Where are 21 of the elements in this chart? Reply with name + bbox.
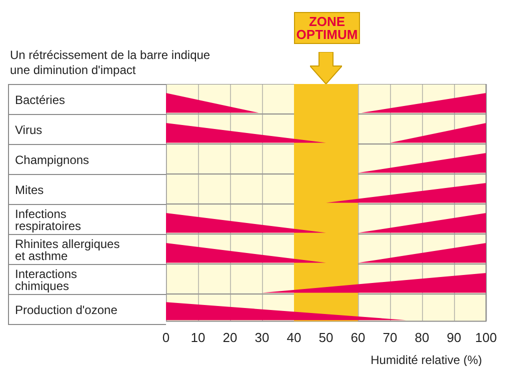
y-axis-title: Infections respiratoires: [15, 206, 82, 232]
x-tick-label: 40: [286, 330, 302, 346]
x-tick-label: 0: [162, 330, 170, 346]
x-tick-label: 60: [350, 330, 366, 346]
x-tick-label: 10: [190, 330, 206, 346]
x-tick-label: 80: [414, 330, 430, 346]
y-axis-title: Champignons: [15, 152, 90, 166]
x-tick-label: 30: [254, 330, 270, 346]
text: ZONE OPTIMUM: [294, 12, 360, 44]
y-axis-title: Mites: [15, 182, 45, 196]
text: Un rétrécissement de la barre indique une diminution d'impact: [10, 48, 212, 78]
y-axis-title: Production d'ozone: [15, 302, 118, 316]
x-tick-label: 50: [318, 330, 334, 346]
x-tick-label: 70: [382, 330, 398, 346]
x-tick-label: 100: [475, 330, 497, 346]
y-axis-title: Bactéries: [15, 92, 66, 106]
x-tick-label: 20: [222, 330, 238, 346]
y-axis-title: Virus: [15, 122, 44, 136]
y-axis-title: Rhinites allergiques et asthme: [15, 236, 121, 262]
x-tick-label: 90: [446, 330, 462, 346]
y-axis-title: Interactions chimiques: [15, 266, 78, 292]
